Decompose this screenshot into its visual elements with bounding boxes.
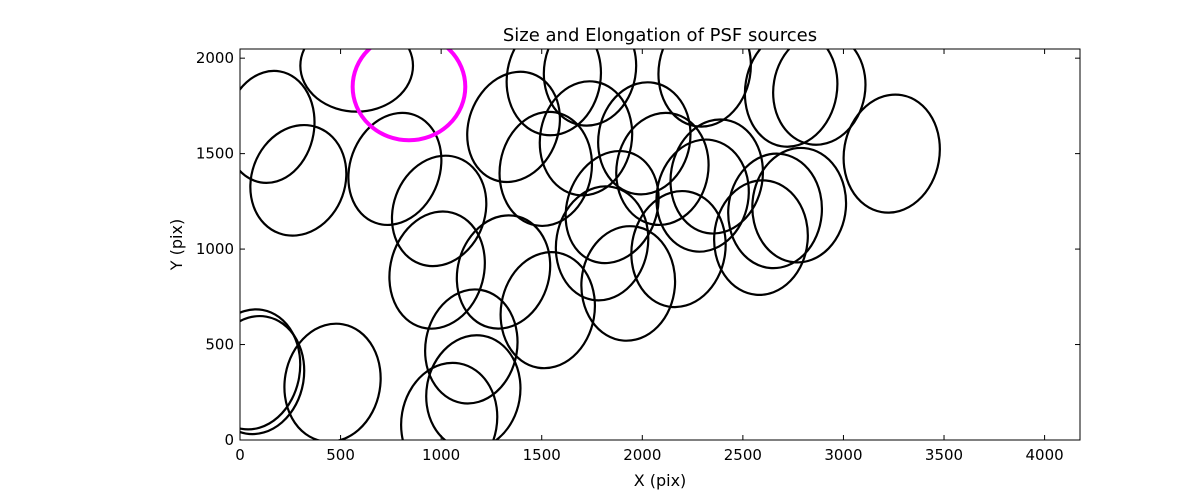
chart-title: Size and Elongation of PSF sources xyxy=(503,25,817,46)
source-ellipse-9 xyxy=(400,361,499,440)
source-ellipse-14 xyxy=(538,80,634,197)
source-ellipse-16 xyxy=(542,49,638,127)
x-tick-label: 3000 xyxy=(824,446,862,464)
x-tick-label: 0 xyxy=(235,446,245,464)
source-ellipse-5 xyxy=(390,154,488,268)
source-ellipse-8 xyxy=(425,334,522,440)
source-ellipse-11 xyxy=(499,251,597,370)
y-tick-label: 0 xyxy=(224,431,234,449)
source-ellipse-20 xyxy=(597,81,692,196)
source-ellipse-28 xyxy=(743,49,839,148)
source-ellipse-30 xyxy=(772,49,867,146)
x-tick-label: 500 xyxy=(326,446,355,464)
source-ellipse-33 xyxy=(240,314,306,436)
source-ellipse-17 xyxy=(564,149,660,265)
source-ellipse-7 xyxy=(424,288,519,405)
source-ellipse-0 xyxy=(240,69,316,184)
source-ellipse-25 xyxy=(657,49,752,128)
x-tick-label: 1000 xyxy=(422,446,460,464)
source-ellipse-15 xyxy=(505,49,603,137)
source-ellipses xyxy=(240,49,941,440)
source-ellipse-22 xyxy=(630,189,727,309)
source-ellipse-32 xyxy=(240,308,302,431)
y-tick-label: 1000 xyxy=(196,240,234,258)
source-ellipse-19 xyxy=(580,225,677,342)
y-axis-label: Y (pix) xyxy=(167,219,186,271)
axis-ticks: 0 500 1000 1500 2000 2500 3000 3500 4000 0 500 1000… xyxy=(196,49,1080,464)
plot-frame xyxy=(239,48,1081,441)
x-tick-label: 4000 xyxy=(1026,446,1064,464)
source-ellipse-1 xyxy=(249,123,348,237)
y-tick-label: 2000 xyxy=(196,49,234,67)
highlighted-source-ellipse xyxy=(350,49,468,143)
x-tick-label: 3500 xyxy=(925,446,963,464)
source-ellipse-18 xyxy=(554,185,650,302)
y-tick-label: 500 xyxy=(205,336,234,354)
x-tick-label: 2500 xyxy=(724,446,762,464)
source-ellipse-3 xyxy=(347,111,443,227)
source-ellipse-12 xyxy=(466,70,562,184)
source-ellipse-31 xyxy=(842,93,941,214)
source-ellipse-26 xyxy=(713,179,809,296)
source-ellipse-34 xyxy=(283,322,382,440)
source-ellipse-6 xyxy=(388,210,486,330)
source-ellipse-27 xyxy=(727,152,824,270)
x-tick-label: 2000 xyxy=(623,446,661,464)
x-tick-label: 1500 xyxy=(523,446,561,464)
source-ellipse-13 xyxy=(498,110,594,228)
source-ellipse-23 xyxy=(655,138,750,253)
source-ellipse-24 xyxy=(669,118,765,235)
x-axis-label: X (pix) xyxy=(634,471,687,490)
y-tick-label: 1500 xyxy=(196,145,234,163)
source-ellipse-29 xyxy=(751,146,848,264)
